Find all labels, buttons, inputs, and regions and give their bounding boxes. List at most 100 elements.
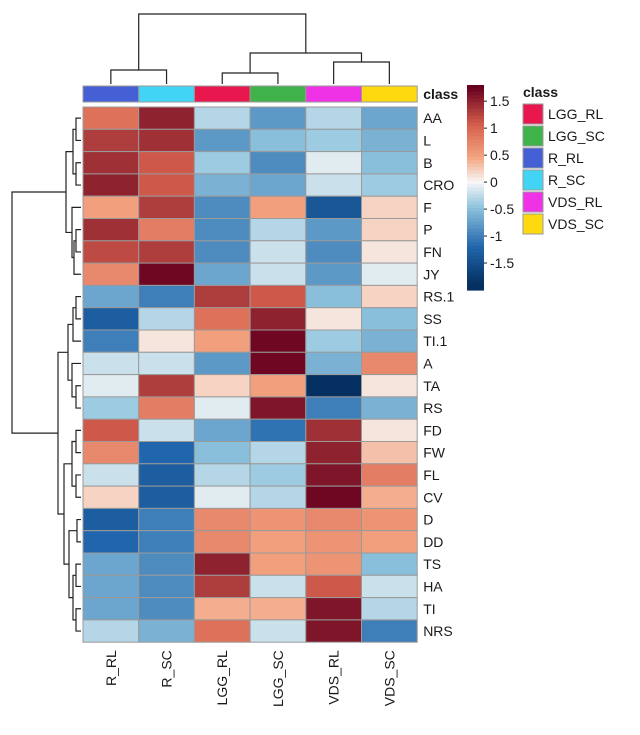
- heatmap-cell: [361, 396, 418, 420]
- legend-label: VDS_RL: [548, 194, 603, 210]
- heatmap-cell: [193, 284, 251, 309]
- row-label: FN: [423, 244, 442, 260]
- dendro-branch: [110, 69, 168, 84]
- colorbar-step: [467, 272, 484, 277]
- heatmap-cell: [305, 530, 362, 554]
- heatmap-cell: [249, 329, 307, 353]
- heatmap-cell: [305, 418, 362, 443]
- heatmap-cell: [361, 463, 418, 487]
- heatmap-cell: [193, 463, 251, 487]
- heatmap-cell: [193, 151, 251, 175]
- heatmap-cell: [361, 195, 418, 219]
- colorbar-step: [467, 132, 484, 137]
- heatmap-cell: [361, 351, 418, 376]
- dendro-branch: [75, 162, 81, 186]
- colorbar-step: [467, 249, 484, 254]
- heatmap-cell: [138, 307, 195, 331]
- colorbar-step: [467, 105, 484, 110]
- heatmap-cell: [82, 351, 140, 376]
- heatmap-cell: [138, 396, 195, 420]
- colorbar-tick-label: 0: [490, 174, 498, 190]
- heatmap-cell: [138, 284, 195, 309]
- row-label: RS: [423, 400, 442, 416]
- heatmap-cell: [305, 485, 362, 509]
- heatmap-cell: [361, 106, 418, 130]
- dendro-branch: [75, 385, 81, 409]
- colorbar-step: [467, 173, 484, 178]
- colorbar-step: [467, 190, 484, 195]
- colorbar-step: [467, 146, 484, 151]
- heatmap-cell: [361, 240, 418, 264]
- heatmap-cell: [249, 151, 307, 175]
- heatmap-cell: [249, 396, 307, 420]
- column-label: VDS_SC: [381, 650, 397, 706]
- heatmap-cell: [249, 374, 307, 398]
- heatmap-cell: [193, 195, 251, 219]
- colorbar-step: [467, 228, 484, 233]
- heatmap-cell: [249, 307, 307, 331]
- heatmap-cell: [305, 329, 362, 353]
- heatmap-cell: [249, 441, 307, 465]
- colorbar-step: [467, 286, 484, 291]
- heatmap-cell: [193, 218, 251, 242]
- heatmap-cell: [305, 151, 362, 175]
- dendro-branch: [75, 608, 81, 632]
- heatmap-cell: [305, 374, 362, 398]
- colorbar-step: [467, 266, 484, 271]
- heatmap-cell: [82, 151, 140, 175]
- heatmap-cell: [361, 441, 418, 465]
- dendro-branch: [11, 191, 66, 434]
- column-labels: R_RL R_SC LGG_RL LGG_SC VDS_RL VDS_SC: [103, 650, 398, 707]
- heatmap-cell: [82, 173, 140, 197]
- colorbar-step: [467, 218, 484, 223]
- legend-swatch: [522, 191, 544, 213]
- heatmap-cell: [249, 351, 307, 376]
- heatmap-cell: [138, 574, 195, 599]
- heatmap-cell: [193, 507, 251, 532]
- colorbar-step: [467, 143, 484, 148]
- legend-title: class: [523, 84, 558, 100]
- dendro-branch: [63, 463, 72, 565]
- heatmap-cell: [193, 552, 251, 576]
- heatmap-cell: [193, 396, 251, 420]
- row-label: DD: [423, 534, 443, 550]
- heatmap-cell: [138, 240, 195, 264]
- row-label: JY: [423, 266, 440, 282]
- legend-swatch: [522, 125, 544, 147]
- heatmap-cell: [82, 530, 140, 554]
- class-bar-label: class: [423, 86, 458, 102]
- heatmap-cell: [305, 173, 362, 197]
- class-bar-cell: [138, 85, 195, 103]
- colorbar-step: [467, 85, 484, 90]
- colorbar-step: [467, 184, 484, 189]
- column-label: R_RL: [103, 650, 119, 686]
- heatmap-cell: [82, 463, 140, 487]
- class-bar-cell: [305, 85, 362, 103]
- heatmap-cell: [138, 151, 195, 175]
- heatmap-cell: [193, 240, 251, 264]
- colorbar-step: [467, 115, 484, 120]
- heatmap-cell: [138, 507, 195, 532]
- colorbar-step: [467, 180, 484, 185]
- heatmap-cell: [193, 351, 251, 376]
- heatmap-cell: [305, 307, 362, 331]
- heatmap-cell: [138, 463, 195, 487]
- class-bar-cell: [82, 85, 140, 103]
- colorbar-step: [467, 126, 484, 131]
- heatmap-cell: [193, 262, 251, 286]
- heatmap-cell: [82, 106, 140, 130]
- heatmap-cell: [193, 374, 251, 398]
- heatmap-cell: [193, 329, 251, 353]
- colorbar-step: [467, 160, 484, 165]
- row-label: A: [423, 355, 433, 371]
- colorbar-step: [467, 259, 484, 264]
- column-label: LGG_SC: [270, 650, 286, 707]
- colorbar-step: [467, 187, 484, 192]
- row-dendrogram: [11, 117, 81, 632]
- row-label: P: [423, 222, 432, 238]
- row-label: D: [423, 512, 433, 528]
- heatmap-cell: [249, 173, 307, 197]
- row-label: F: [423, 199, 432, 215]
- heatmap-cell: [249, 418, 307, 443]
